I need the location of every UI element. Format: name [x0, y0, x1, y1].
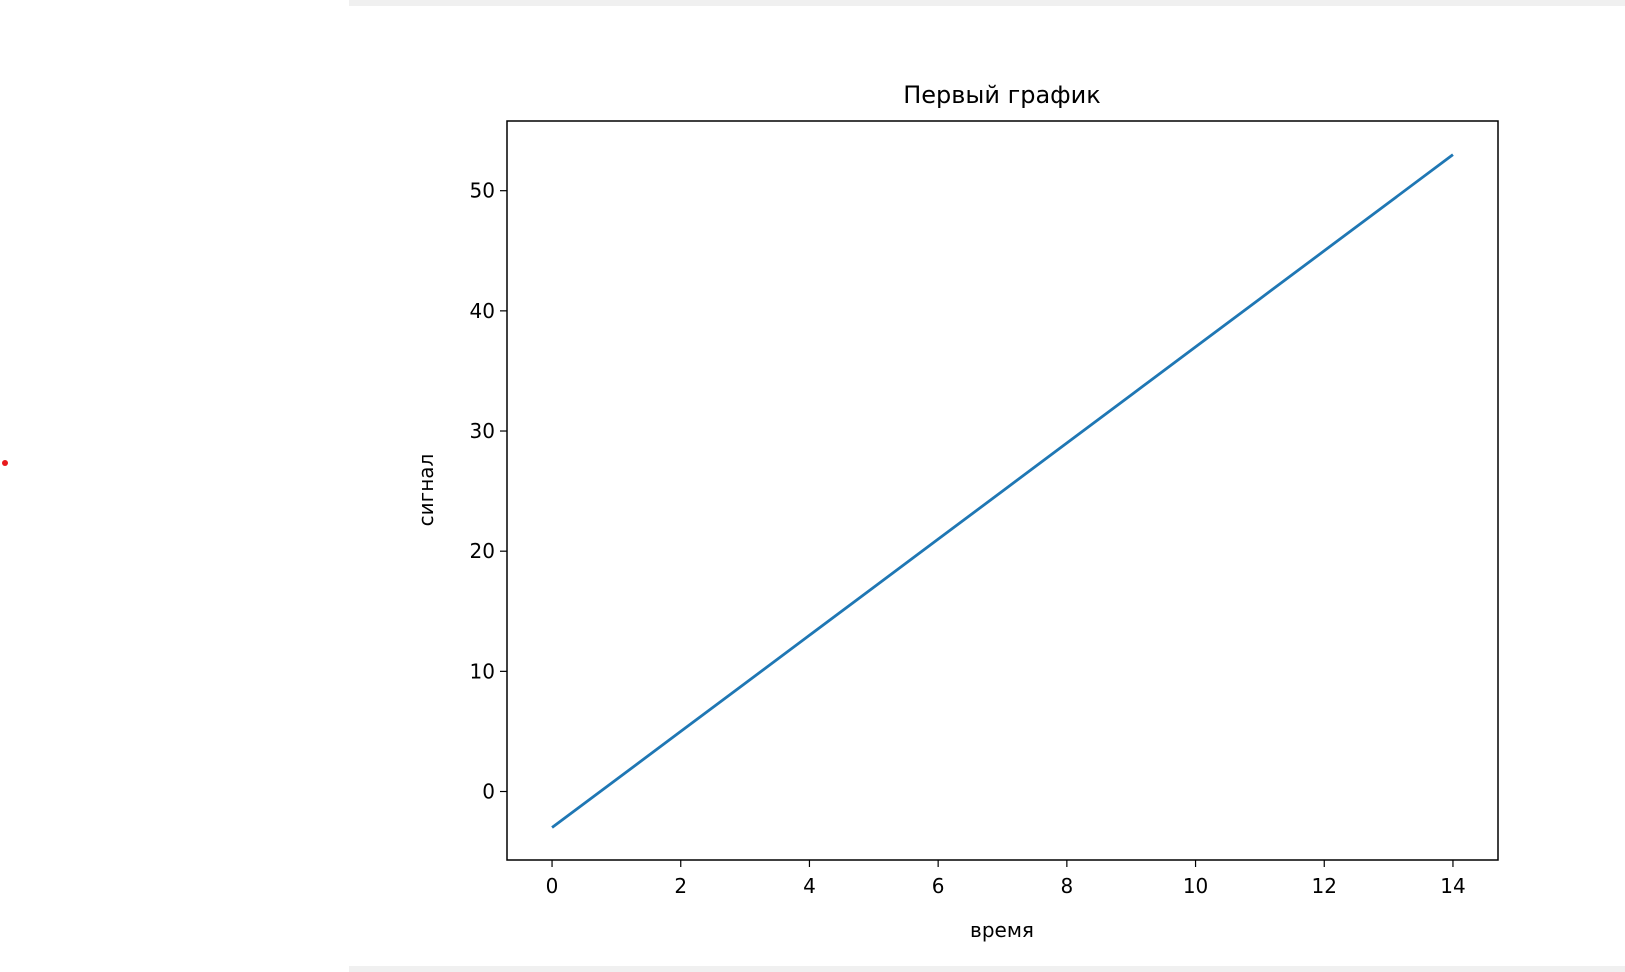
x-tick-label: 2 — [674, 874, 687, 898]
x-tick-label: 4 — [803, 874, 816, 898]
y-tick-label: 30 — [470, 419, 495, 443]
x-tick-label: 6 — [932, 874, 945, 898]
y-tick-label: 50 — [470, 179, 495, 203]
x-tick-label: 0 — [546, 874, 559, 898]
y-tick-label: 20 — [470, 539, 495, 563]
x-tick-label: 12 — [1312, 874, 1337, 898]
y-tick-label: 10 — [470, 659, 495, 683]
chart-title: Первый график — [903, 81, 1101, 109]
bottom-frame-band — [349, 966, 1625, 972]
axes-frame — [506, 120, 1499, 861]
top-frame-band — [349, 0, 1625, 6]
series-line — [551, 153, 1454, 829]
y-axis-label: сигнал — [414, 454, 438, 527]
cursor-dot — [2, 460, 8, 466]
y-tick-label: 0 — [482, 780, 495, 804]
y-tick-label: 40 — [470, 299, 495, 323]
x-tick-label: 10 — [1183, 874, 1208, 898]
x-tick-label: 14 — [1440, 874, 1465, 898]
x-tick-label: 8 — [1060, 874, 1073, 898]
x-axis-label: время — [970, 918, 1034, 942]
